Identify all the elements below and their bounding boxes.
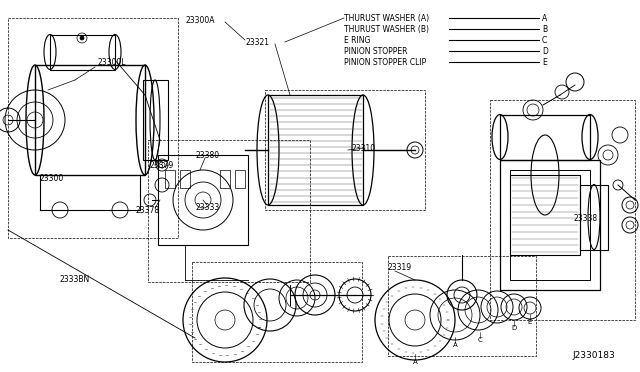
Text: 23300: 23300 [40,173,64,183]
Text: A: A [452,342,458,348]
Text: PINION STOPPER: PINION STOPPER [344,46,408,55]
Bar [235,170,245,188]
Text: E RING: E RING [344,35,371,45]
Bar [165,170,175,188]
Bar [490,100,635,320]
Text: 23321: 23321 [245,38,269,46]
Bar [220,170,230,188]
Bar [8,18,178,238]
Circle shape [80,36,84,40]
Text: C: C [477,337,483,343]
Text: C: C [542,35,547,45]
Text: 23333: 23333 [195,202,220,212]
Text: D: D [542,46,548,55]
Text: 23310: 23310 [352,144,376,153]
Text: 2333BN: 2333BN [60,276,90,285]
Bar [192,262,362,362]
Text: 23379: 23379 [150,160,174,170]
Text: 23338: 23338 [573,214,597,222]
Text: J2330183: J2330183 [572,350,615,359]
Bar [510,170,590,280]
Bar [580,185,608,250]
Text: THURUST WASHER (B): THURUST WASHER (B) [344,25,429,33]
Text: 23378: 23378 [135,205,159,215]
Bar [500,160,600,290]
Bar [148,140,310,282]
Text: 23300L: 23300L [97,58,125,67]
Text: D: D [511,325,516,331]
Text: E: E [528,319,532,325]
Bar [180,170,190,188]
Bar [268,95,363,205]
Text: 23380: 23380 [195,151,219,160]
Text: A: A [542,13,547,22]
Text: 23300A: 23300A [185,16,214,25]
Bar [50,35,115,70]
Bar [265,90,425,210]
Bar [35,65,145,175]
Bar [510,175,580,255]
Bar [500,115,590,160]
Bar [143,80,168,160]
Bar [388,256,536,356]
Text: PINION STOPPER CLIP: PINION STOPPER CLIP [344,58,426,67]
Text: E: E [542,58,547,67]
Text: THURUST WASHER (A): THURUST WASHER (A) [344,13,429,22]
Text: A: A [413,359,417,365]
Text: B: B [542,25,547,33]
Bar [158,155,248,245]
Text: 23319: 23319 [388,263,412,272]
